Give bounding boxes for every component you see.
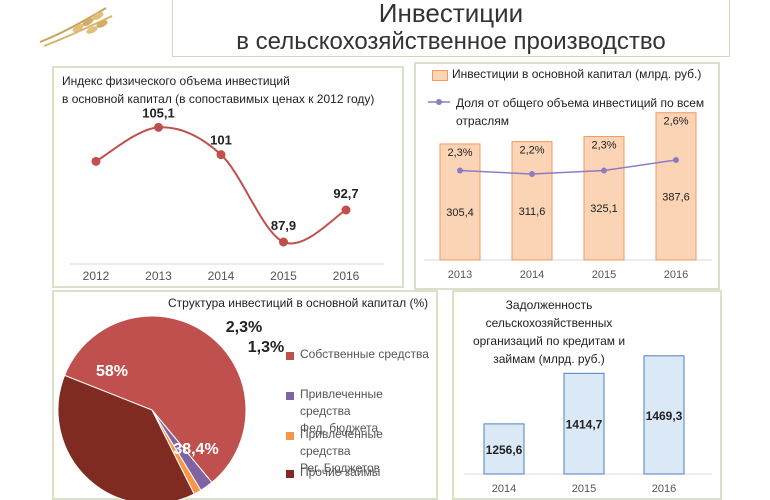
index-chart-title: Индекс физического объема инвестиций в о… <box>62 72 374 108</box>
x-tick-2015: 2015 <box>270 269 297 283</box>
pie-slice-other <box>57 374 195 500</box>
debt-bar-2016 <box>643 355 685 475</box>
debt-value-2015: 1414,7 <box>566 418 603 432</box>
debt-chart-title-line3: организаций по кредитам и <box>472 334 626 348</box>
debt-bar-2015 <box>563 372 605 475</box>
investment-bar-2015 <box>583 135 625 261</box>
index-label-2014: 101 <box>210 133 232 148</box>
debt-chart-title-line1: Задолженность <box>505 298 593 312</box>
investment-bar-2013 <box>439 143 481 261</box>
legend-line-label: Доля от общего объема инвестиций по всем… <box>456 94 704 130</box>
investment-bar-2016 <box>655 112 697 261</box>
index-point-2013 <box>154 122 163 132</box>
index-point-2015 <box>279 237 288 247</box>
legend-bar-label: Инвестиции в основной капитал (млрд. руб… <box>452 67 702 81</box>
index-label-2013: 105,1 <box>142 105 175 120</box>
legend-bar-swatch <box>432 70 448 81</box>
x-tick-2013: 2013 <box>145 269 172 283</box>
pie-slice-own <box>63 315 247 484</box>
investment-chart-panel: Инвестиции в основной капитал (млрд. руб… <box>414 62 720 290</box>
pie-label-reg: 1,3% <box>248 339 284 356</box>
x-tick-2012: 2012 <box>83 269 110 283</box>
index-line-chart: 2012 105,1 2013 101 2014 87,9 2015 92,7 2016 <box>70 105 384 283</box>
debt-chart-title-line4: займам (млрд. руб.) <box>493 352 605 366</box>
legend-fed-label-2: Фед. бюджета <box>300 421 379 435</box>
legend-other-swatch <box>286 470 294 478</box>
share-point-2016 <box>673 157 679 163</box>
legend-line-label-2: отраслям <box>456 114 510 128</box>
pie-label-other: 38,4% <box>173 441 218 458</box>
pie-label-own: 58% <box>96 363 128 380</box>
bar-x-tick-2014: 2014 <box>520 269 544 281</box>
legend-other-label: Прочие займы <box>300 465 381 479</box>
pie-title: Структура инвестиций в основной капитал … <box>168 296 429 310</box>
legend-own-label: Собственные средства <box>300 347 429 361</box>
legend-line-label-1: Доля от общего объема инвестиций по всем <box>456 96 705 110</box>
legend-reg-label-1: Привлеченные средства <box>300 427 383 458</box>
page-title-box: Инвестиции в сельскохозяйственное произв… <box>172 0 730 57</box>
debt-value-2014: 1256,6 <box>486 443 523 457</box>
legend-reg-label: Привлеченные средства Рег. Бюджетов <box>300 426 436 477</box>
index-point-2016 <box>341 205 351 215</box>
investment-value-2016: 387,6 <box>662 191 690 203</box>
index-chart-panel: Индекс физического объема инвестиций в о… <box>52 66 404 288</box>
debt-chart-panel: Задолженность сельскохозяйственных орган… <box>452 290 722 500</box>
share-point-2015 <box>601 167 607 174</box>
debt-x-tick-2014: 2014 <box>492 483 516 495</box>
legend-reg-swatch <box>286 432 294 440</box>
legend-fed-label: Привлеченные средства Фед. бюджета <box>300 386 436 437</box>
share-label-2015: 2,3% <box>591 139 616 151</box>
pie-label-fed: 2,3% <box>226 319 262 336</box>
share-label-2014: 2,2% <box>519 145 544 157</box>
share-point-2013 <box>457 167 463 174</box>
index-point-2014 <box>216 150 226 160</box>
x-tick-2014: 2014 <box>208 269 235 283</box>
page-subtitle: в сельскохозяйственное производство <box>236 28 666 55</box>
legend-fed-label-1: Привлеченные средства <box>300 387 383 418</box>
share-label-2016: 2,6% <box>663 116 688 128</box>
legend-fed-swatch <box>286 392 294 400</box>
legend-line-marker <box>428 99 450 105</box>
investment-value-2015: 325,1 <box>590 203 618 215</box>
share-label-2013: 2,3% <box>447 147 472 159</box>
x-tick-2016: 2016 <box>333 269 360 283</box>
index-label-2015: 87,9 <box>271 218 296 233</box>
index-label-2016: 92,7 <box>333 186 358 201</box>
debt-bar-2014 <box>483 423 525 475</box>
bar-x-tick-2013: 2013 <box>448 269 472 281</box>
debt-bar-chart: 1256,6 2014 1414,7 2015 1469,3 2016 <box>464 355 712 495</box>
investment-value-2013: 305,4 <box>446 207 474 219</box>
structure-pie-panel: Структура инвестиций в основной капитал … <box>52 290 438 500</box>
investment-value-2014: 311,6 <box>519 206 546 218</box>
legend-reg-label-2: Рег. Бюджетов <box>300 461 381 475</box>
bar-x-tick-2015: 2015 <box>592 269 616 281</box>
share-point-2014 <box>529 171 535 177</box>
bar-x-tick-2016: 2016 <box>664 269 688 281</box>
index-chart-title-line1: Индекс физического объема инвестиций <box>62 74 290 88</box>
structure-pie-chart: 58% 2,3% 1,3% 38,4% <box>57 315 284 500</box>
index-chart-title-line2: в основной капитал (в сопоставимых ценах… <box>62 92 375 106</box>
debt-value-2016: 1469,3 <box>646 409 683 423</box>
investment-bar-2014 <box>511 141 553 261</box>
debt-chart-title: Задолженность сельскохозяйственных орган… <box>454 296 644 368</box>
debt-x-tick-2016: 2016 <box>652 483 676 495</box>
index-point-2012 <box>91 156 101 166</box>
investment-bar-chart: 305,4 2013 2,3% 311,6 2014 2,2% 325,1 2015 2,3% 3… <box>424 112 712 281</box>
debt-chart-title-line2: сельскохозяйственных <box>485 316 613 330</box>
share-series-line <box>459 159 677 175</box>
legend-own-swatch <box>286 352 294 360</box>
debt-x-tick-2015: 2015 <box>572 483 596 495</box>
wheat-logo-icon <box>39 7 113 47</box>
page-title: Инвестиции <box>378 0 524 28</box>
